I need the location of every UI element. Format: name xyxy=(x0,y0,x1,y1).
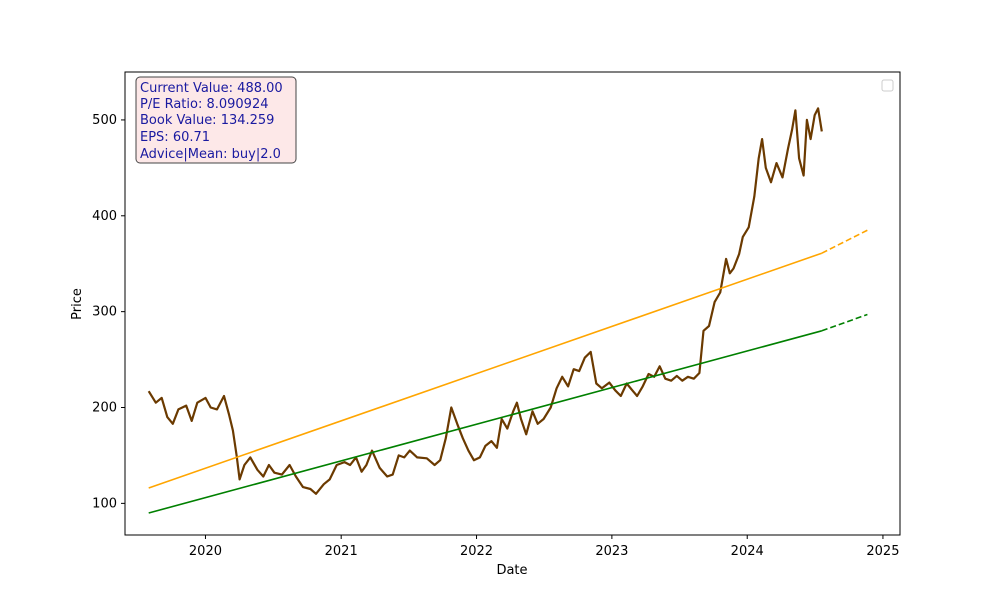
y-tick-label: 100 xyxy=(92,496,117,511)
x-tick-label: 2022 xyxy=(460,544,493,559)
y-axis: 100 200 300 400 500 xyxy=(92,113,125,511)
y-tick-label: 500 xyxy=(92,113,117,128)
series-line-0 xyxy=(147,107,823,495)
y-tick-label: 200 xyxy=(92,401,117,416)
y-axis-label: Price xyxy=(70,288,85,320)
info-line-book-value: Book Value: 134.259 xyxy=(140,113,274,128)
x-tick-label: 2020 xyxy=(189,544,222,559)
x-tick-label: 2021 xyxy=(325,544,358,559)
y-tick-label: 400 xyxy=(92,209,117,224)
y-tick-label: 300 xyxy=(92,305,117,320)
series-line-1 xyxy=(148,252,823,489)
x-tick-label: 2023 xyxy=(595,544,628,559)
x-tick-label: 2024 xyxy=(731,544,764,559)
info-line-eps: EPS: 60.71 xyxy=(140,130,210,145)
info-line-advice: Advice|Mean: buy|2.0 xyxy=(140,147,281,162)
x-axis: 2020 2021 2022 2023 2024 2025 xyxy=(189,535,899,559)
x-axis-label: Date xyxy=(496,563,527,578)
series-line-2 xyxy=(821,229,868,254)
series-line-4 xyxy=(821,313,868,332)
series-line-3 xyxy=(148,330,823,514)
legend-box xyxy=(881,79,894,92)
x-tick-label: 2025 xyxy=(866,544,899,559)
info-box-background xyxy=(135,76,297,164)
series-layer xyxy=(147,107,868,514)
info-box: Current Value: 488.00 P/E Ratio: 8.09092… xyxy=(135,76,297,164)
plot-area-frame xyxy=(124,71,901,536)
info-line-current-value: Current Value: 488.00 xyxy=(140,81,283,96)
info-line-pe-ratio: P/E Ratio: 8.090924 xyxy=(140,97,268,112)
